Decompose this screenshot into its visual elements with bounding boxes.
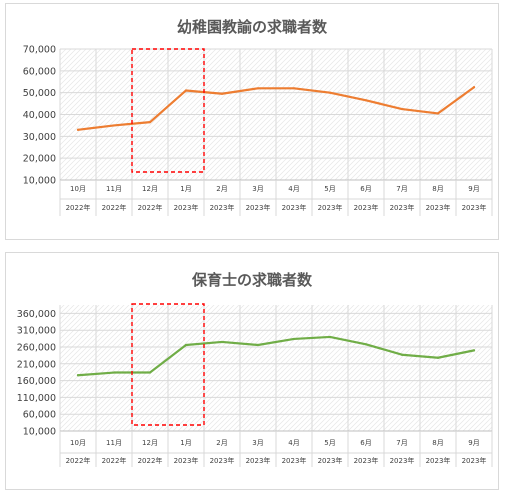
data-point <box>184 89 188 92</box>
x-tick-month: 3月 <box>252 185 263 193</box>
y-tick-label: 40,000 <box>23 110 56 121</box>
data-point <box>148 121 152 124</box>
x-tick-month: 2月 <box>216 185 227 193</box>
x-tick-month: 5月 <box>324 185 335 193</box>
x-tick-month: 9月 <box>468 185 479 193</box>
x-tick-year: 2023年 <box>462 203 487 212</box>
x-tick-month: 1月 <box>180 185 191 193</box>
chart-title: 幼稚園教諭の求職者数 <box>177 18 328 36</box>
x-tick-month: 4月 <box>288 439 299 447</box>
x-tick-year: 2023年 <box>246 456 271 465</box>
highlight-box <box>131 303 205 426</box>
x-tick-year: 2022年 <box>138 203 163 212</box>
data-point <box>400 107 404 111</box>
chart-panel-kindergarten-teachers: 幼稚園教諭の求職者数 10,000 20,000 30,000 40,000 50,00… <box>5 3 499 240</box>
x-tick-year: 2023年 <box>390 203 415 212</box>
data-point <box>256 87 260 90</box>
x-tick-year: 2023年 <box>174 456 199 465</box>
x-tick-month: 2月 <box>216 439 227 447</box>
y-tick-label: 360,000 <box>17 309 56 320</box>
y-tick-label: 20,000 <box>23 154 56 165</box>
data-point <box>328 91 332 94</box>
x-tick-month: 6月 <box>360 185 371 193</box>
x-tick-year: 2023年 <box>174 203 199 212</box>
y-tick-label: 260,000 <box>17 343 56 354</box>
x-tick-month: 11月 <box>106 185 122 193</box>
data-point <box>76 374 80 377</box>
x-tick-year: 2023年 <box>354 203 379 212</box>
data-point <box>472 349 476 352</box>
y-tick-label: 50,000 <box>23 88 56 99</box>
series-line <box>76 335 476 377</box>
x-tick-month: 1月 <box>180 439 191 447</box>
x-tick-year: 2023年 <box>246 203 271 212</box>
x-tick-year: 2023年 <box>318 456 343 465</box>
y-tick-label: 70,000 <box>23 45 56 56</box>
x-tick-year: 2023年 <box>282 456 307 465</box>
y-tick-label: 60,000 <box>23 66 56 77</box>
data-point <box>148 371 152 374</box>
chart-title: 保育士の求職者数 <box>191 271 313 289</box>
x-tick-year: 2022年 <box>66 456 91 465</box>
x-tick-year: 2023年 <box>282 203 307 212</box>
x-tick-year: 2023年 <box>318 203 343 212</box>
data-point <box>220 92 224 95</box>
y-tick-label: 310,000 <box>17 326 56 337</box>
x-tick-month: 9月 <box>468 439 479 447</box>
chart-childcare-workers: 保育士の求職者数 10,000 60,000 110,000 160,000 210,0… <box>17 271 493 467</box>
x-tick-month: 4月 <box>288 185 299 193</box>
data-point <box>292 337 296 341</box>
data-point <box>256 343 260 347</box>
y-tick-label: 160,000 <box>17 376 56 387</box>
y-tick-label: 110,000 <box>17 393 56 404</box>
chart-panel-childcare-workers: 保育士の求職者数 10,000 60,000 110,000 160,000 210,0… <box>5 252 499 490</box>
x-tick-month: 10月 <box>70 185 86 193</box>
data-point <box>112 124 116 127</box>
data-point <box>436 112 440 115</box>
data-point <box>400 353 404 356</box>
series-line <box>76 86 476 131</box>
chart-kindergarten-teachers: 幼稚園教諭の求職者数 10,000 20,000 30,000 40,000 50,00… <box>23 18 493 216</box>
y-tick-label: 10,000 <box>23 427 56 438</box>
data-point <box>472 86 476 89</box>
x-tick-year: 2023年 <box>462 456 487 465</box>
x-tick-month: 8月 <box>432 439 443 447</box>
data-point <box>112 371 116 374</box>
y-tick-label: 60,000 <box>23 410 56 421</box>
x-tick-year: 2022年 <box>66 203 91 212</box>
x-tick-year: 2023年 <box>354 456 379 465</box>
data-point <box>364 343 368 346</box>
x-tick-month: 6月 <box>360 439 371 447</box>
x-tick-month: 11月 <box>106 439 122 447</box>
y-tick-label: 30,000 <box>23 132 56 143</box>
x-tick-year: 2022年 <box>102 456 127 465</box>
data-point <box>328 335 332 339</box>
x-tick-month: 12月 <box>142 439 158 447</box>
x-tick-month: 7月 <box>396 185 407 193</box>
x-tick-month: 3月 <box>252 439 263 447</box>
data-point <box>76 128 80 131</box>
x-tick-year: 2023年 <box>426 456 451 465</box>
x-tick-year: 2023年 <box>390 456 415 465</box>
data-point <box>364 99 368 102</box>
highlight-box <box>131 48 205 173</box>
x-tick-year: 2023年 <box>426 203 451 212</box>
data-point <box>184 343 188 347</box>
data-point <box>220 340 224 344</box>
y-tick-label: 210,000 <box>17 359 56 370</box>
y-tick-label: 10,000 <box>23 176 56 187</box>
x-tick-year: 2022年 <box>102 203 127 212</box>
x-tick-month: 5月 <box>324 439 335 447</box>
x-tick-year: 2023年 <box>210 203 235 212</box>
data-point <box>292 87 296 90</box>
x-tick-month: 10月 <box>70 439 86 447</box>
x-tick-month: 12月 <box>142 185 158 193</box>
data-point <box>436 356 440 359</box>
x-tick-month: 8月 <box>432 185 443 193</box>
x-tick-year: 2022年 <box>138 456 163 465</box>
x-tick-year: 2023年 <box>210 456 235 465</box>
x-tick-month: 7月 <box>396 439 407 447</box>
